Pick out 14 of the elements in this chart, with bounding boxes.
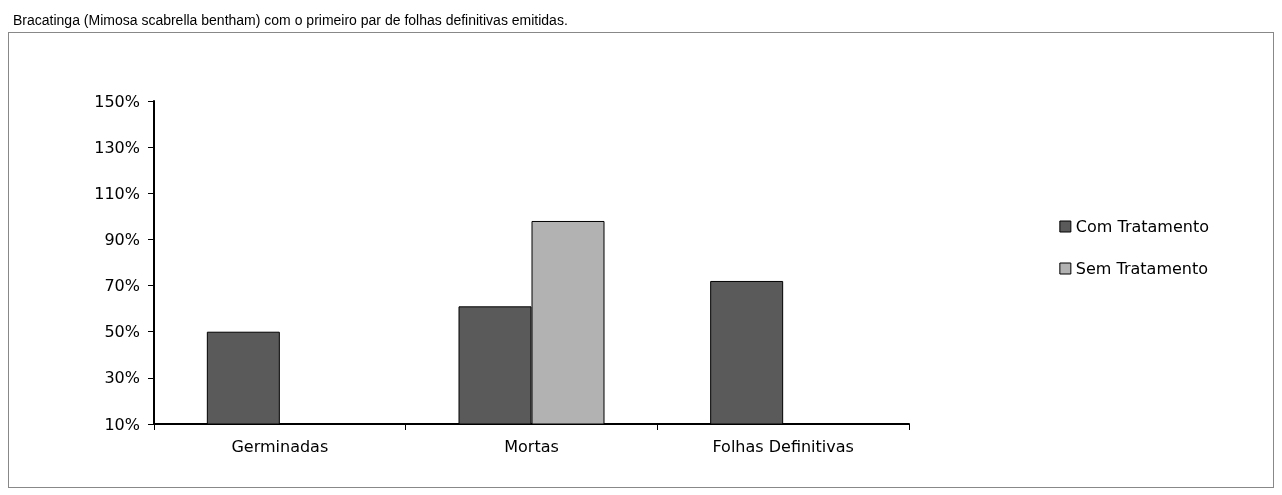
x-tick-label: Folhas Definitivas [712,436,854,456]
y-tick-label: 10% [104,414,140,434]
y-tick-label: 90% [104,229,140,249]
chart-title: Bracatinga (Mimosa scabrella bentham) com o primeiro par de folhas definitivas emitidas. [13,12,568,28]
x-tick-label: Germinadas [231,436,329,456]
y-tick-label: 70% [104,276,140,296]
y-tick-label: 50% [104,322,140,342]
legend-label: Sem Tratamento [1075,259,1209,278]
y-tick-label: 30% [104,368,140,388]
legend-label: Com Tratamento [1075,217,1210,236]
y-tick-label: 110% [94,183,140,203]
y-tick-label: 130% [94,137,140,157]
x-tick-label: Mortas [504,436,559,456]
y-tick-label: 150% [94,91,140,111]
